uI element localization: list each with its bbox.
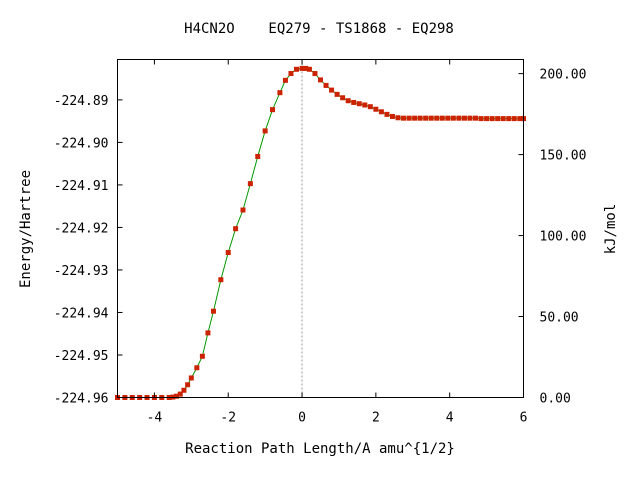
data-point — [247, 181, 253, 187]
data-point — [334, 91, 340, 97]
data-point — [323, 82, 329, 88]
data-point — [456, 115, 462, 121]
data-point — [434, 115, 440, 121]
y-axis-label: Energy/Hartree — [18, 170, 34, 288]
data-point — [255, 153, 261, 159]
plot-area — [115, 59, 526, 400]
y2-tick-label: 50.00 — [540, 311, 579, 326]
data-point — [329, 87, 335, 93]
data-point — [277, 90, 283, 96]
data-point — [517, 116, 523, 122]
data-point — [473, 115, 479, 121]
data-point — [417, 115, 423, 121]
data-point — [450, 115, 456, 121]
y-tick-label: -224.93 — [54, 264, 109, 279]
data-point — [412, 115, 418, 121]
y-tick-label: -224.91 — [54, 179, 109, 194]
data-point — [225, 250, 231, 256]
data-point — [511, 116, 517, 122]
data-point — [181, 387, 187, 393]
y2-tick-label: 0.00 — [540, 392, 571, 407]
data-point — [373, 106, 379, 112]
data-point — [345, 98, 351, 104]
x-tick-label: 2 — [372, 411, 380, 426]
x-tick-label: 6 — [520, 411, 528, 426]
data-point — [495, 116, 501, 122]
data-point — [401, 115, 407, 121]
data-point — [177, 391, 183, 397]
data-point — [303, 65, 309, 71]
y-tick-label: -224.92 — [54, 221, 109, 236]
x-tick-label: 4 — [446, 411, 454, 426]
y-tick-label: -224.94 — [54, 306, 109, 321]
data-point — [378, 109, 384, 115]
data-point — [233, 226, 239, 232]
data-point — [262, 128, 268, 134]
y2-axis-label: kJ/mol — [603, 204, 619, 255]
data-point — [461, 115, 467, 121]
data-point — [351, 99, 357, 105]
data-point — [439, 115, 445, 121]
data-point — [282, 77, 288, 83]
data-point — [288, 71, 294, 77]
data-point — [340, 95, 346, 101]
data-point — [389, 113, 395, 119]
data-point — [467, 115, 473, 121]
data-point — [428, 115, 434, 121]
y-tick-label: -224.90 — [54, 136, 109, 151]
data-point — [199, 353, 205, 359]
data-point — [294, 66, 300, 72]
data-point — [395, 115, 401, 121]
y2-tick-label: 150.00 — [540, 149, 587, 164]
data-point — [205, 330, 211, 336]
data-point — [367, 104, 373, 110]
y2-tick-label: 100.00 — [540, 230, 587, 245]
data-point — [218, 277, 224, 283]
data-point — [318, 77, 323, 83]
data-point — [210, 308, 216, 314]
x-axis: -4 -2 0 2 4 6 — [147, 59, 528, 426]
data-point — [484, 116, 490, 122]
data-point — [362, 102, 368, 108]
chart-title: H4CN2O EQ279 - TS1868 - EQ298 — [184, 21, 454, 37]
y-axis-left: -224.96 -224.95 -224.94 -224.93 -224.92 -224.… — [54, 94, 123, 407]
data-point — [194, 365, 200, 371]
data-point — [306, 66, 312, 72]
x-tick-label: -4 — [147, 411, 163, 426]
y-tick-label: -224.96 — [54, 392, 109, 407]
data-point — [174, 393, 180, 399]
y-tick-label: -224.95 — [54, 349, 109, 364]
data-point — [188, 375, 194, 381]
data-point — [240, 207, 246, 213]
data-point — [270, 107, 276, 113]
data-point — [500, 116, 506, 122]
data-point — [445, 115, 451, 121]
data-point — [356, 101, 362, 107]
plot-frame — [117, 59, 524, 398]
x-axis-label: Reaction Path Length/A amu^{1/2} — [185, 441, 455, 457]
data-point — [312, 71, 318, 77]
x-tick-label: -2 — [220, 411, 236, 426]
data-point — [384, 111, 390, 117]
y-axis-right: 0.00 50.00 100.00 150.00 200.00 — [518, 68, 587, 407]
data-point — [506, 116, 512, 122]
data-point — [489, 116, 495, 122]
data-point — [185, 382, 191, 388]
data-point — [478, 116, 484, 122]
data-point — [406, 115, 412, 121]
x-tick-label: 0 — [298, 411, 306, 426]
y2-tick-label: 200.00 — [540, 68, 587, 83]
y-tick-label: -224.89 — [54, 94, 109, 109]
data-point — [423, 115, 429, 121]
data-point — [299, 65, 305, 71]
